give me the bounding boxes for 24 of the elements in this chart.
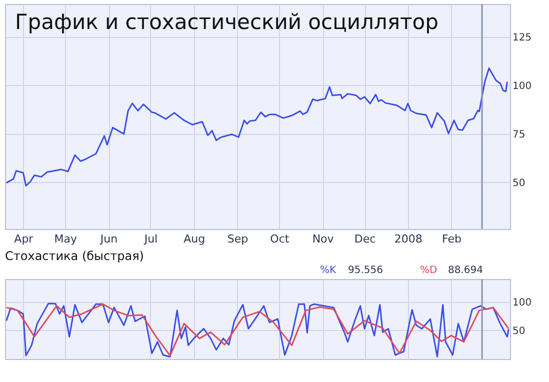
chart-title: Стохастика (быстрая) bbox=[5, 249, 144, 263]
x-tick-label: Oct bbox=[270, 232, 290, 246]
x-tick-label: Sep bbox=[227, 232, 248, 246]
text: %D bbox=[420, 265, 438, 276]
x-tick-label: Feb bbox=[442, 232, 462, 246]
y-tick-label: 50 bbox=[512, 178, 526, 189]
x-tick-label: Jun bbox=[99, 232, 118, 246]
x-tick-label: Dec bbox=[354, 232, 376, 246]
y-tick-label: 75 bbox=[512, 129, 526, 140]
text: 88.694 bbox=[448, 265, 483, 276]
text: 95.556 bbox=[348, 265, 383, 276]
y-tick-label: 100 bbox=[512, 297, 532, 308]
y-tick-label: 100 bbox=[512, 80, 532, 92]
x-tick-label: 2008 bbox=[394, 232, 422, 246]
x-tick-label: May bbox=[54, 232, 78, 246]
x-tick-label: Jul bbox=[143, 232, 158, 246]
line-series bbox=[6, 67, 508, 186]
y-tick-label: 50 bbox=[512, 326, 526, 337]
text: %K bbox=[320, 265, 336, 276]
x-tick-label: Nov bbox=[312, 232, 334, 246]
x-tick-label: Aug bbox=[184, 232, 206, 246]
y-tick-label: 125 bbox=[512, 32, 532, 44]
chart-title: График и стохастический осциллятор bbox=[15, 10, 438, 34]
x-tick-label: Apr bbox=[14, 232, 34, 246]
